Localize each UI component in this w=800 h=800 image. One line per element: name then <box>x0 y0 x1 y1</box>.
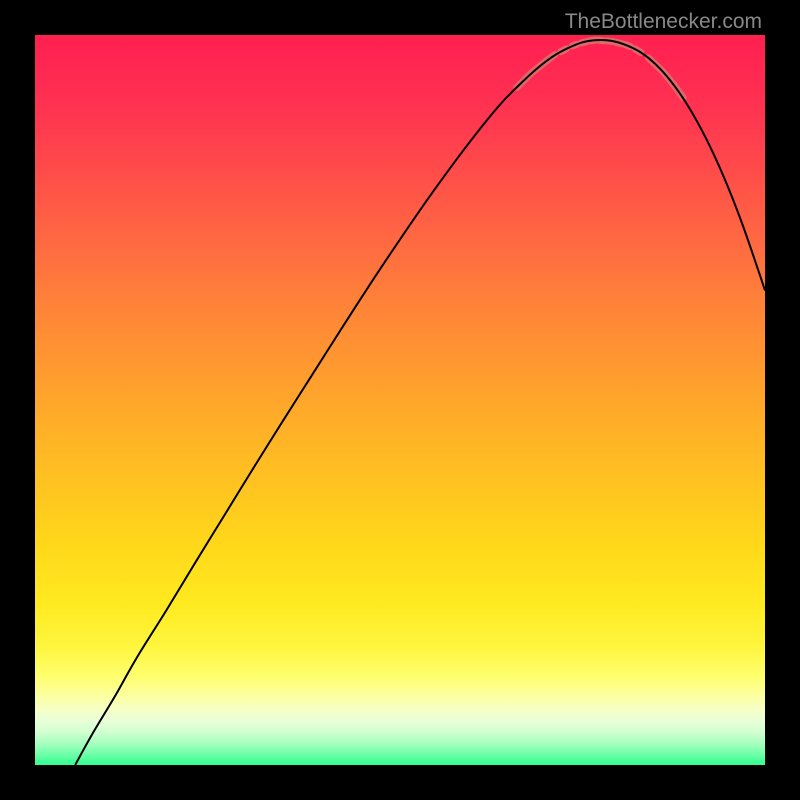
chart-svg <box>35 35 765 765</box>
plot-area <box>35 35 765 765</box>
gradient-background <box>35 35 765 765</box>
chart-container: TheBottlenecker.com <box>0 0 800 800</box>
watermark-text: TheBottlenecker.com <box>565 10 762 34</box>
